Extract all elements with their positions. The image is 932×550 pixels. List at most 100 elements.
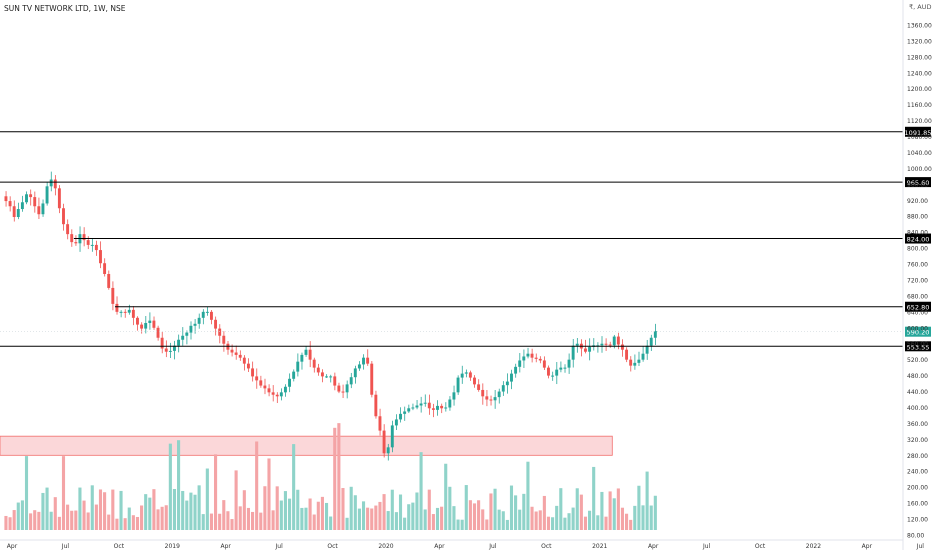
x-tick-label: 2020 xyxy=(378,543,393,550)
candle-body xyxy=(152,320,156,328)
candle-body xyxy=(588,346,592,352)
candle-body xyxy=(57,188,61,209)
candle-body xyxy=(99,250,102,264)
candle-body xyxy=(522,356,526,361)
volume-bar xyxy=(604,516,608,530)
candle-body xyxy=(353,368,357,378)
volume-bar xyxy=(263,486,267,530)
volume-bar xyxy=(349,486,353,530)
candle-body xyxy=(288,378,291,387)
volume-bar xyxy=(571,507,575,530)
volume-bar xyxy=(653,495,657,530)
candle-body xyxy=(82,234,86,241)
y-tick-label: 440.00 xyxy=(907,389,928,396)
candle-body xyxy=(501,385,505,392)
volume-bar xyxy=(251,511,255,530)
y-tick-label: 1120.00 xyxy=(907,118,932,125)
y-tick-label: 800.00 xyxy=(907,246,928,253)
volume-bar xyxy=(546,516,551,530)
candle-body xyxy=(119,311,123,313)
volume-bars xyxy=(4,423,657,530)
volume-bar xyxy=(489,493,493,530)
currency-label: ₹, AUD xyxy=(909,3,932,11)
volume-bar xyxy=(29,513,33,530)
volume-bar xyxy=(53,497,57,530)
candle-body xyxy=(173,345,176,351)
volume-bar xyxy=(304,507,308,530)
y-tick-label: 1320.00 xyxy=(907,38,932,45)
candle-body xyxy=(407,408,411,412)
candle-body xyxy=(485,396,489,400)
candle-body xyxy=(427,402,431,409)
volume-bar xyxy=(497,509,501,530)
volume-bar xyxy=(583,516,588,530)
candle-body xyxy=(604,343,608,345)
volume-bar xyxy=(135,516,140,530)
volume-bar xyxy=(209,513,214,530)
y-tick-label: 1280.00 xyxy=(907,54,932,61)
candle-body xyxy=(127,309,131,313)
volume-bar xyxy=(485,519,489,530)
price-candles xyxy=(4,171,657,461)
volume-bar xyxy=(61,456,66,530)
candle-body xyxy=(185,332,189,336)
volume-bar xyxy=(189,492,193,530)
volume-bar xyxy=(12,510,16,530)
y-tick-label: 680.00 xyxy=(907,293,928,300)
volume-bar xyxy=(542,495,546,530)
volume-bar xyxy=(230,519,234,530)
volume-bar xyxy=(226,511,230,530)
candle-body xyxy=(473,377,476,385)
candle-body xyxy=(16,209,20,218)
candle-body xyxy=(436,405,439,410)
x-tick-label: Jul xyxy=(702,543,711,550)
candle-body xyxy=(160,337,164,349)
y-tick-label: 400.00 xyxy=(907,405,928,412)
volume-bar xyxy=(119,490,123,530)
candle-body xyxy=(283,386,287,393)
volume-bar xyxy=(382,494,386,530)
volume-bar xyxy=(283,491,287,530)
volume-bar xyxy=(115,518,119,530)
candle-body xyxy=(612,336,616,346)
volume-bar xyxy=(509,485,514,530)
volume-bar xyxy=(592,466,596,530)
candle-body xyxy=(468,372,472,378)
y-tick-label: 960.00 xyxy=(907,182,928,189)
volume-bar xyxy=(242,490,246,530)
candle-body xyxy=(333,376,337,386)
candle-body xyxy=(518,360,522,367)
level-label-bg xyxy=(905,341,931,352)
volume-bar xyxy=(612,498,616,530)
candle-body xyxy=(33,197,37,207)
y-tick-label: 320.00 xyxy=(907,437,928,444)
y-tick-label: 280.00 xyxy=(907,453,928,460)
candle-body xyxy=(489,399,493,401)
volume-bar xyxy=(86,512,90,530)
candle-body xyxy=(571,345,575,360)
volume-bar xyxy=(460,519,464,530)
candle-body xyxy=(497,391,501,398)
candle-body xyxy=(168,350,172,352)
volume-bar xyxy=(616,488,620,530)
y-tick-label: 1240.00 xyxy=(907,70,932,77)
y-tick-label: 480.00 xyxy=(907,373,928,380)
candle-body xyxy=(645,345,649,354)
candle-body xyxy=(218,328,222,336)
candle-body xyxy=(621,344,624,350)
y-tick-label: 920.00 xyxy=(907,198,928,205)
volume-bar xyxy=(94,504,98,530)
x-tick-label: Oct xyxy=(755,543,766,550)
candle-body xyxy=(246,363,250,369)
candle-body xyxy=(337,385,341,392)
volume-bar xyxy=(649,505,653,530)
volume-bar xyxy=(444,463,448,530)
candle-body xyxy=(653,330,657,338)
volume-bar xyxy=(374,505,378,530)
volume-bar xyxy=(337,423,341,530)
candle-body xyxy=(164,348,168,352)
volume-bar xyxy=(530,506,534,530)
candle-body xyxy=(66,224,70,235)
volume-bar xyxy=(20,500,24,530)
